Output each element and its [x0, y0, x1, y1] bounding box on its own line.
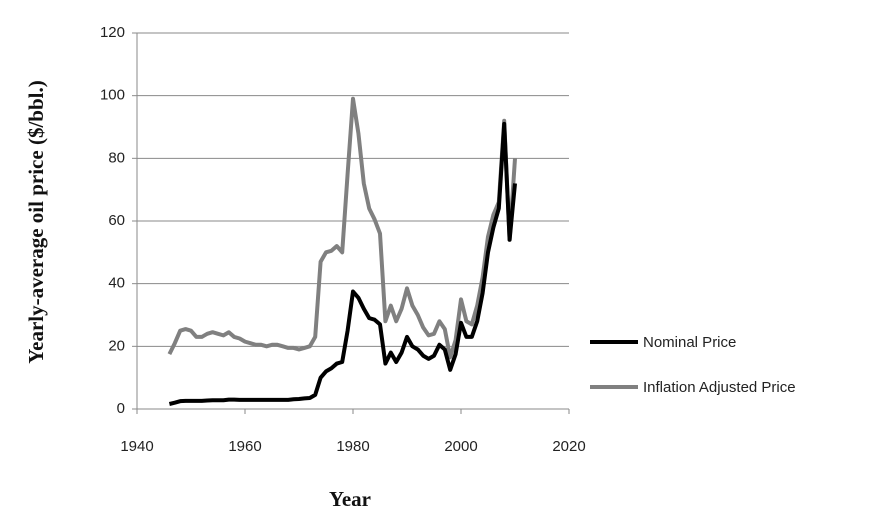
y-tick-label: 20	[108, 337, 125, 354]
x-tick-label: 1960	[228, 438, 261, 455]
series-line	[167, 96, 517, 360]
y-tick-label: 0	[117, 400, 125, 417]
y-tick-label: 120	[100, 24, 125, 41]
y-axis-label: Yearly-average oil price ($/bbl.)	[24, 80, 48, 363]
legend-label: Nominal Price	[643, 334, 736, 351]
legend-label: Inflation Adjusted Price	[643, 379, 796, 396]
x-tick-label: 2000	[444, 438, 477, 455]
y-tick-label: 60	[108, 212, 125, 229]
series-line	[168, 121, 517, 406]
y-tick-label: 100	[100, 87, 125, 104]
x-tick-label: 1940	[120, 438, 153, 455]
y-tick-label: 40	[108, 275, 125, 292]
x-tick-label: 1980	[336, 438, 369, 455]
x-tick-label: 2020	[552, 438, 585, 455]
y-tick-label: 80	[108, 149, 125, 166]
x-axis-label: Year	[329, 487, 371, 511]
